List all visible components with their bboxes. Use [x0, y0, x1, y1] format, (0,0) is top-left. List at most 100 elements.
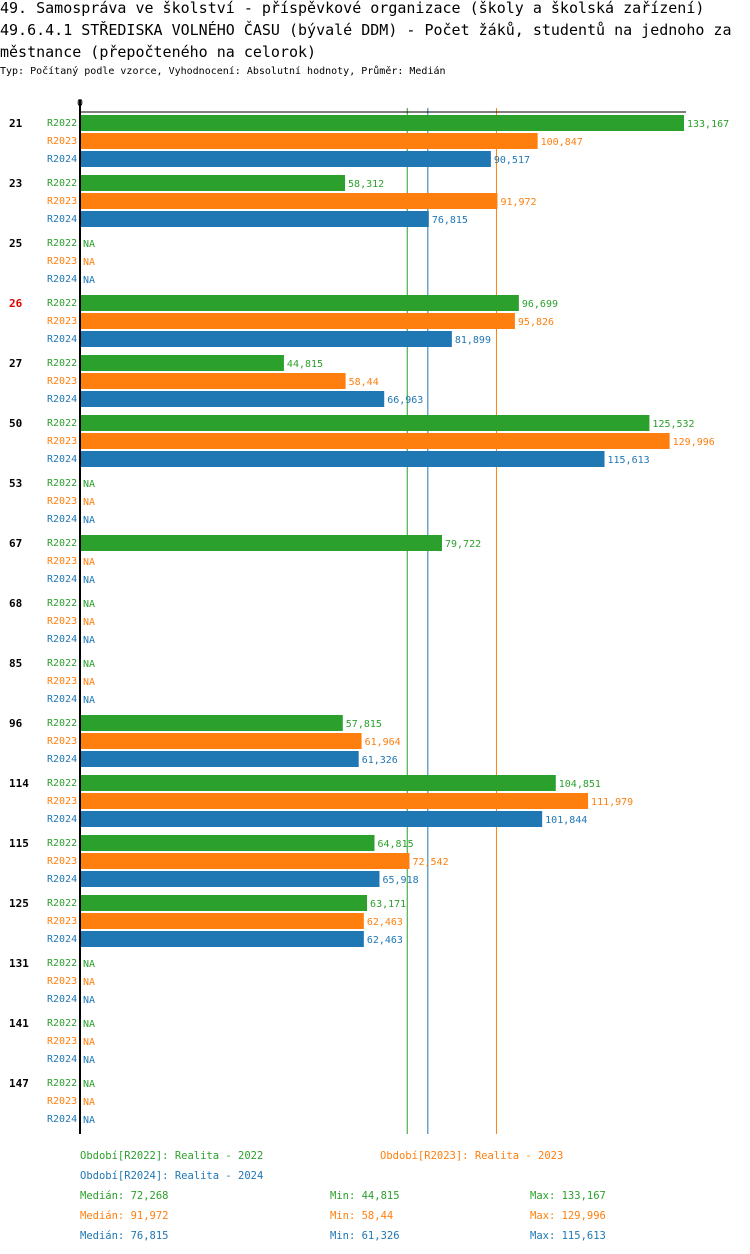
bar [81, 193, 498, 209]
legend-r2024: Období[R2024]: Realita - 2024 [80, 1170, 264, 1182]
data-label: 91,972 [500, 197, 536, 208]
series-label: R2023 [47, 916, 77, 927]
data-label: NA [83, 275, 95, 286]
series-label: R2022 [47, 298, 77, 309]
data-label: 72,542 [412, 857, 448, 868]
data-label: NA [83, 557, 95, 568]
bar [81, 211, 429, 227]
data-label: NA [83, 599, 95, 610]
series-label: R2024 [47, 394, 77, 405]
series-label: R2022 [47, 478, 77, 489]
data-label: 58,44 [349, 377, 379, 388]
data-label: 62,463 [367, 917, 403, 928]
data-label: NA [83, 617, 95, 628]
series-label: R2024 [47, 454, 77, 465]
bar [81, 433, 670, 449]
series-label: R2023 [47, 976, 77, 987]
bar [81, 175, 346, 191]
bar [81, 331, 452, 347]
data-label: 104,851 [559, 779, 601, 790]
category-label: 131 [9, 957, 29, 970]
data-label: NA [83, 677, 95, 688]
bar [81, 793, 589, 809]
series-label: R2022 [47, 1078, 77, 1089]
bar [81, 835, 375, 851]
chart-subtitle: Typ: Počítaný podle vzorce, Vyhodnocení:… [0, 66, 446, 77]
bar [81, 751, 359, 767]
bar [81, 853, 410, 869]
data-label: NA [83, 1079, 95, 1090]
data-label: 58,312 [348, 179, 384, 190]
series-label: R2023 [47, 1036, 77, 1047]
chart-title-line-3: městnance (přepočteného na celorok) [0, 43, 317, 61]
bar [81, 355, 284, 371]
data-label: 81,899 [455, 335, 491, 346]
series-label: R2023 [47, 736, 77, 747]
series-label: R2024 [47, 694, 77, 705]
bar [81, 295, 519, 311]
bar [81, 733, 362, 749]
series-label: R2024 [47, 1114, 77, 1125]
series-label: R2024 [47, 634, 77, 645]
series-label: R2023 [47, 376, 77, 387]
data-label: 111,979 [591, 797, 633, 808]
series-label: R2023 [47, 856, 77, 867]
bar [81, 451, 605, 467]
data-label: NA [83, 995, 95, 1006]
series-label: R2022 [47, 418, 77, 429]
bar [81, 415, 650, 431]
series-label: R2023 [47, 316, 77, 327]
stat-max-r2022: Max: 133,167 [530, 1190, 606, 1202]
series-label: R2022 [47, 358, 77, 369]
bar [81, 115, 684, 131]
series-label: R2023 [47, 256, 77, 267]
series-label: R2022 [47, 538, 77, 549]
bar [81, 811, 543, 827]
data-label: 62,463 [367, 935, 403, 946]
bar [81, 133, 538, 149]
series-label: R2022 [47, 598, 77, 609]
data-label: 95,826 [518, 317, 554, 328]
stat-min-r2023: Min: 58,44 [330, 1210, 394, 1222]
data-label: 101,844 [545, 815, 587, 826]
series-label: R2024 [47, 334, 77, 345]
series-label: R2022 [47, 118, 77, 129]
data-label: NA [83, 635, 95, 646]
series-label: R2023 [47, 676, 77, 687]
category-label: 114 [9, 777, 29, 790]
series-label: R2024 [47, 214, 77, 225]
data-label: NA [83, 1055, 95, 1066]
category-label: 147 [9, 1077, 29, 1090]
series-label: R2023 [47, 556, 77, 567]
data-label: 63,171 [370, 899, 406, 910]
data-label: 57,815 [346, 719, 382, 730]
data-label: 61,326 [362, 755, 398, 766]
bar-chart: 021R2022133,167R2023100,847R202490,51723… [9, 98, 729, 1134]
data-label: NA [83, 1097, 95, 1108]
bar [81, 895, 368, 911]
data-label: NA [83, 239, 95, 250]
data-label: NA [83, 977, 95, 988]
data-label: NA [83, 1115, 95, 1126]
legend-r2022: Období[R2022]: Realita - 2022 [80, 1150, 264, 1162]
series-label: R2022 [47, 1018, 77, 1029]
series-label: R2024 [47, 934, 77, 945]
series-label: R2023 [47, 496, 77, 507]
series-label: R2022 [47, 178, 77, 189]
stat-min-r2022: Min: 44,815 [330, 1190, 400, 1202]
data-label: 90,517 [494, 155, 530, 166]
category-label: 27 [9, 357, 22, 370]
series-label: R2023 [47, 1096, 77, 1107]
data-label: 96,699 [522, 299, 558, 310]
series-label: R2024 [47, 574, 77, 585]
series-label: R2024 [47, 1054, 77, 1065]
series-label: R2023 [47, 436, 77, 447]
bar [81, 313, 515, 329]
category-label: 23 [9, 177, 22, 190]
data-label: NA [83, 575, 95, 586]
category-label: 25 [9, 237, 22, 250]
data-label: NA [83, 659, 95, 670]
bar [81, 913, 364, 929]
series-label: R2024 [47, 814, 77, 825]
series-label: R2023 [47, 136, 77, 147]
